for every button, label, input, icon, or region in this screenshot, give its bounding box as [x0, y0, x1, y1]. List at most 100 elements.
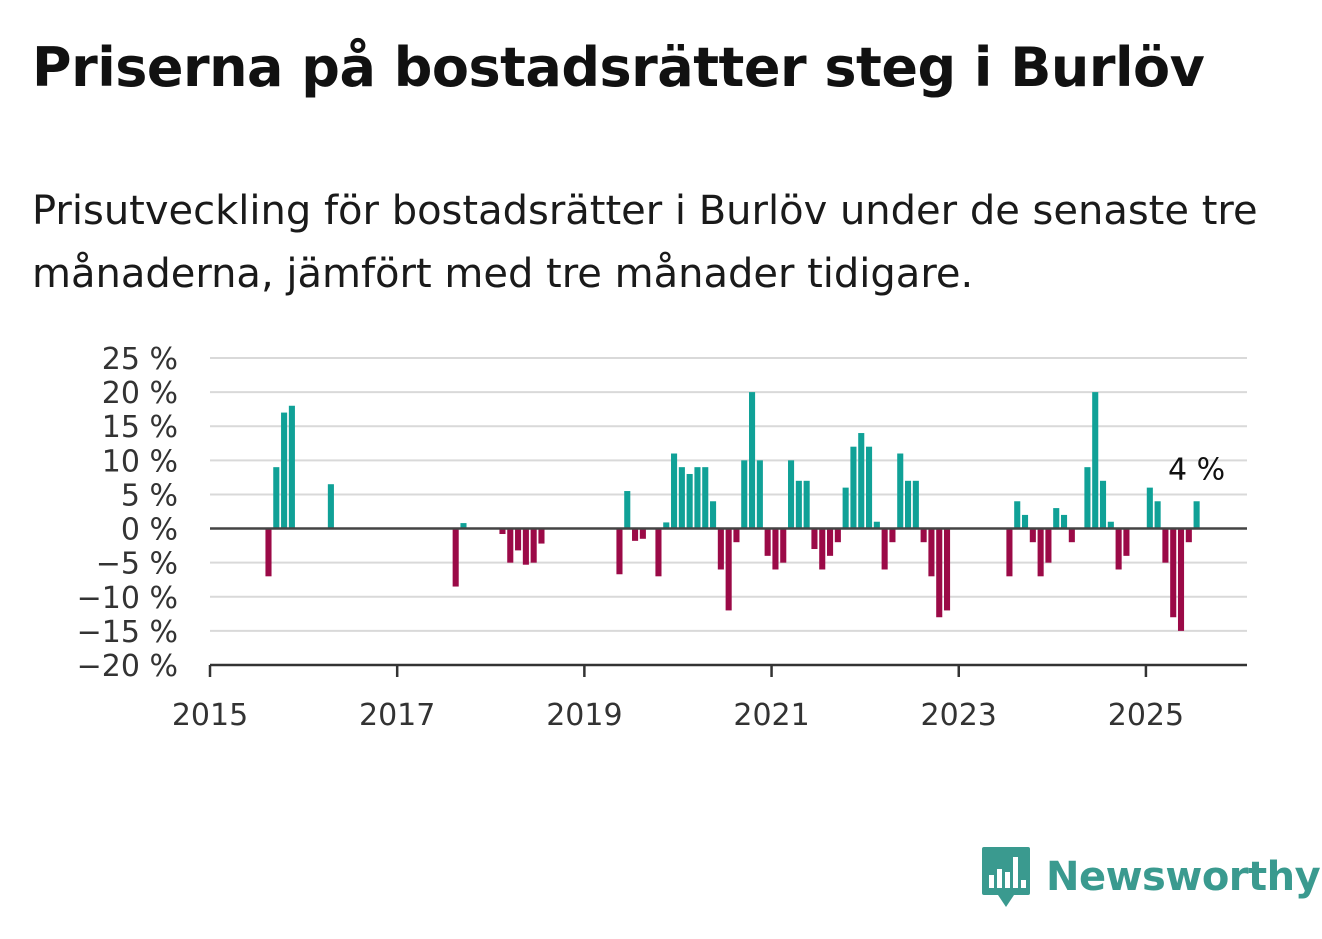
bar	[850, 446, 857, 529]
bar	[1170, 528, 1177, 618]
bar	[1006, 528, 1013, 577]
bar	[834, 528, 841, 543]
bar	[749, 392, 756, 529]
bar	[827, 528, 834, 556]
y-axis-tick-labels: −20 %−15 %−10 %−5 %0 %5 %10 %15 %20 %25 …	[77, 342, 178, 684]
bar	[273, 467, 280, 529]
bar	[1060, 514, 1068, 529]
bar	[460, 523, 467, 529]
bar	[788, 460, 795, 529]
bar	[866, 446, 873, 529]
y-tick-label: 5 %	[121, 478, 178, 513]
y-tick-label: 25 %	[102, 342, 178, 377]
bar	[1037, 528, 1044, 577]
gridlines	[210, 357, 1247, 632]
bar	[858, 433, 865, 529]
bar	[1107, 521, 1114, 529]
bar	[663, 522, 670, 529]
bar	[881, 528, 888, 570]
x-tick-label: 2025	[1108, 698, 1184, 733]
bar	[1162, 528, 1169, 563]
bar	[538, 528, 545, 544]
bar	[686, 473, 693, 529]
bar	[522, 528, 529, 565]
bar	[943, 528, 951, 611]
bar	[632, 528, 639, 541]
bar	[912, 480, 919, 529]
bar	[281, 412, 288, 529]
bar-series	[265, 392, 1200, 631]
bar	[725, 528, 732, 611]
bar	[904, 480, 912, 529]
bar	[1014, 501, 1021, 529]
bar	[702, 467, 709, 529]
bar	[936, 528, 943, 618]
y-tick-label: 20 %	[102, 376, 178, 411]
newsworthy-logo: Newsworthy	[980, 845, 1321, 909]
newsworthy-logo-icon	[982, 847, 1030, 907]
bar	[795, 480, 802, 529]
chart-title: Priserna på bostadsrätter steg i Burlöv	[32, 36, 1205, 99]
bar	[717, 528, 724, 570]
bar	[1053, 508, 1060, 529]
bar	[1099, 480, 1107, 529]
x-tick-label: 2023	[921, 698, 997, 733]
y-tick-label: 0 %	[121, 513, 178, 548]
bar	[655, 528, 662, 577]
bar	[710, 501, 717, 529]
bar-chart: −20 %−15 %−10 %−5 %0 %5 %10 %15 %20 %25 …	[77, 342, 1247, 733]
bar	[803, 480, 810, 529]
bar	[780, 528, 787, 563]
bar	[1045, 528, 1052, 563]
bar	[897, 453, 904, 529]
chart-subtitle: Prisutveckling för bostadsrätter i Burlö…	[32, 188, 1258, 297]
bar	[1177, 528, 1185, 631]
bar	[499, 528, 506, 535]
bar	[515, 528, 522, 551]
x-tick-label: 2021	[733, 698, 809, 733]
bar	[694, 467, 701, 529]
bar	[1123, 528, 1130, 556]
y-tick-label: 15 %	[102, 410, 178, 445]
bar	[764, 528, 771, 556]
bar	[819, 528, 826, 570]
x-tick-label: 2019	[546, 698, 622, 733]
bar	[1185, 528, 1192, 543]
bar	[1029, 528, 1036, 543]
bar	[756, 460, 763, 529]
latest-value-annotation: 4 %	[1168, 452, 1225, 487]
bar	[1154, 501, 1161, 529]
bar	[772, 528, 779, 570]
bar	[507, 528, 514, 563]
bar	[616, 528, 623, 575]
bar	[1068, 528, 1075, 543]
bar	[452, 528, 459, 587]
bar	[811, 528, 818, 550]
bar	[1193, 501, 1200, 529]
bar	[1021, 514, 1029, 529]
bar	[530, 528, 537, 563]
bar	[288, 405, 295, 529]
y-tick-label: −5 %	[96, 547, 178, 582]
axes	[208, 527, 1247, 677]
y-tick-label: −20 %	[77, 649, 178, 684]
bar	[873, 521, 880, 529]
bar	[928, 528, 935, 577]
x-axis-tick-labels: 2015 2017 2019 2021 2023 2025	[172, 698, 1184, 733]
y-tick-label: −15 %	[77, 615, 178, 650]
bar	[1092, 392, 1099, 529]
bar	[265, 528, 272, 577]
bar	[741, 460, 748, 529]
bar	[678, 467, 685, 529]
brand-name: Newsworthy	[1046, 854, 1321, 900]
bar	[842, 487, 849, 529]
x-tick-label: 2017	[359, 698, 435, 733]
bar	[327, 484, 334, 529]
bar	[889, 528, 896, 543]
y-tick-label: −10 %	[77, 581, 178, 616]
bar	[1115, 528, 1122, 570]
bar	[920, 528, 927, 543]
y-tick-label: 10 %	[102, 444, 178, 479]
bar	[1084, 467, 1091, 529]
bar	[671, 453, 678, 529]
